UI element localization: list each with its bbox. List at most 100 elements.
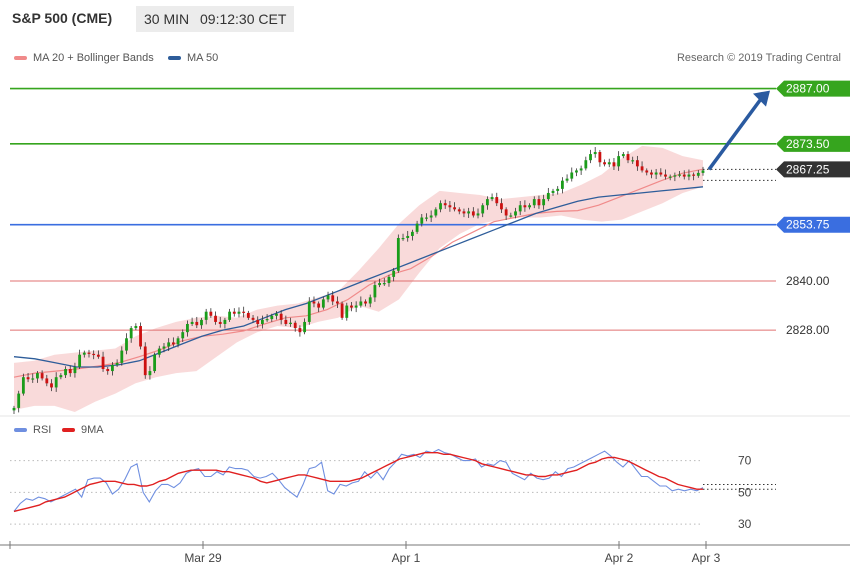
candle-body — [692, 174, 696, 176]
research-credit: Research © 2019 Trading Central — [676, 52, 841, 64]
candle-body — [279, 313, 283, 320]
candle-body — [68, 369, 72, 374]
candle-body — [209, 311, 213, 316]
timeframe-selector[interactable]: 30 MIN — [136, 6, 198, 32]
candle-body — [373, 285, 377, 298]
candle-body — [223, 319, 227, 324]
candle-body — [106, 369, 110, 372]
level-label-2887-00: 2887.00 — [786, 82, 830, 96]
candle-body — [387, 276, 391, 284]
candle-body — [471, 211, 475, 216]
forecast-arrow — [707, 90, 770, 171]
candle-body — [406, 235, 410, 238]
candle-body — [214, 315, 217, 322]
candle-body — [364, 301, 367, 304]
candle-body — [96, 354, 100, 357]
candle-body — [593, 152, 597, 155]
level-label-2853-75: 2853.75 — [786, 218, 830, 232]
candle-body — [200, 319, 203, 326]
legend-ma20-swatch — [14, 56, 27, 61]
level-label-2867-25: 2867.25 — [786, 162, 830, 176]
candle-body — [340, 303, 344, 318]
candle-body — [654, 172, 658, 175]
candle-body — [500, 203, 503, 210]
candle-body — [542, 199, 546, 206]
candle-body — [275, 313, 278, 316]
candle-body — [354, 305, 358, 308]
candle-body — [111, 364, 114, 372]
legend-rsi-swatch — [14, 428, 27, 433]
legend-ma50-swatch — [168, 56, 181, 61]
candle-body — [26, 377, 30, 380]
legend-rsi: RSI — [14, 424, 51, 436]
level-label-2873-50: 2873.50 — [786, 137, 830, 151]
legend-ma50-label: MA 50 — [187, 52, 219, 64]
candle-body — [457, 209, 461, 212]
bollinger-bands — [14, 145, 703, 412]
candle-body — [195, 321, 199, 326]
candle-body — [261, 319, 264, 324]
bollinger-band-area — [14, 145, 703, 412]
candle-body — [476, 213, 480, 216]
candle-body — [87, 352, 91, 354]
candle-body — [336, 301, 339, 304]
candlesticks — [12, 147, 705, 415]
candle-body — [148, 371, 152, 376]
candle-body — [256, 319, 260, 324]
candle-body — [303, 321, 307, 333]
candle-body — [392, 270, 396, 277]
candle-body — [115, 362, 119, 365]
candle-body — [462, 211, 466, 214]
candle-body — [410, 231, 414, 236]
candle-body — [584, 160, 588, 169]
legend-ma20: MA 20 + Bollinger Bands — [14, 52, 154, 64]
level-label-2828-00: 2828.00 — [786, 323, 830, 337]
candle-body — [621, 154, 625, 157]
candle-body — [125, 338, 128, 351]
candle-body — [696, 172, 700, 176]
level-tag-2873-50 — [776, 135, 850, 152]
candle-body — [307, 301, 311, 322]
candle-body — [518, 205, 522, 212]
candle-body — [537, 199, 541, 206]
rsi-series-rsi — [13, 448, 704, 512]
time-label-0: Mar 29 — [184, 551, 222, 565]
candle-body — [687, 174, 691, 177]
candle-body — [40, 373, 44, 379]
level-tag-2867-25 — [776, 161, 850, 178]
time-label-3: Apr 3 — [692, 551, 721, 565]
forecast-arrow-head — [753, 90, 770, 107]
candle-body — [284, 319, 288, 324]
candle-body — [682, 174, 686, 177]
level-labels: 2887.00 2873.50 2867.25 2853.75 2840.00 2828.… — [776, 80, 850, 337]
candle-body — [321, 299, 325, 308]
legend-ma50: MA 50 — [168, 52, 218, 64]
time-label-2: Apr 2 — [605, 551, 634, 565]
candle-body — [631, 160, 635, 162]
candle-body — [570, 172, 574, 179]
clock-display: 09:12:30 CET — [192, 6, 295, 32]
candle-body — [204, 311, 208, 320]
price-levels — [0, 87, 850, 417]
candle-body — [59, 375, 63, 378]
candle-body — [668, 176, 672, 178]
candle-body — [565, 178, 569, 181]
candle-body — [64, 369, 67, 376]
candle-body — [556, 188, 560, 191]
candle-body — [664, 174, 667, 177]
candle-body — [485, 199, 489, 206]
candle-body — [181, 332, 185, 339]
candle-body — [312, 301, 316, 304]
candle-body — [120, 350, 124, 363]
candle-body — [640, 166, 644, 171]
candle-body — [265, 319, 269, 321]
rsi-tick-70: 70 — [738, 454, 752, 468]
candle-body — [186, 323, 189, 333]
candle-body — [523, 205, 527, 208]
candle-body — [129, 328, 133, 339]
candle-body — [425, 217, 428, 219]
candle-body — [139, 326, 142, 347]
candle-body — [448, 205, 452, 208]
candle-body — [54, 377, 58, 388]
